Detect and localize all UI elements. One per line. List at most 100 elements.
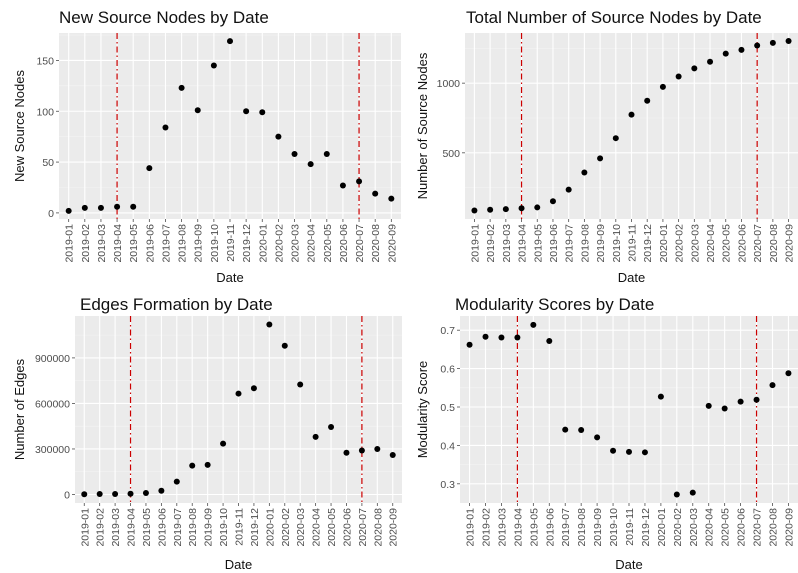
data-point: [112, 491, 119, 498]
y-tick-label: 0.3: [440, 479, 455, 491]
data-point: [328, 423, 335, 430]
data-point: [114, 203, 121, 210]
y-tick-label: 0.6: [440, 364, 455, 376]
y-tick-label: 150: [36, 55, 54, 67]
data-point: [389, 452, 396, 459]
data-point: [785, 370, 792, 377]
x-tick-label: 2020-06: [341, 508, 353, 547]
chart-title: Total Number of Source Nodes by Date: [466, 8, 762, 27]
data-point: [581, 169, 588, 176]
data-point: [659, 83, 666, 90]
x-axis-title: Date: [618, 270, 645, 285]
data-point: [189, 462, 196, 469]
y-tick-label: 1000: [437, 78, 461, 90]
x-tick-label: 2019-05: [128, 224, 140, 263]
y-tick-label: 0.7: [440, 325, 455, 337]
x-tick-label: 2020-01: [658, 224, 670, 263]
x-tick-label: 2020-06: [736, 508, 748, 547]
data-point: [127, 490, 134, 497]
x-tick-label: 2019-10: [611, 224, 623, 263]
data-point: [594, 434, 601, 441]
x-tick-label: 2019-08: [177, 224, 189, 263]
x-tick-label: 2019-10: [218, 508, 230, 547]
data-point: [769, 39, 776, 46]
x-tick-label: 2020-02: [672, 508, 684, 547]
data-point: [343, 449, 350, 456]
y-axis-title: Number of Edges: [12, 358, 27, 460]
data-point: [498, 334, 505, 341]
data-point: [388, 195, 395, 202]
x-tick-label: 2019-12: [642, 224, 654, 263]
data-point: [235, 390, 242, 397]
x-tick-label: 2020-09: [783, 508, 795, 547]
x-tick-label: 2020-07: [357, 508, 369, 547]
x-tick-label: 2020-05: [326, 508, 338, 547]
y-axis-title: New Source Nodes: [12, 70, 27, 182]
x-tick-label: 2019-06: [144, 224, 156, 263]
data-point: [259, 109, 266, 116]
data-point: [721, 405, 728, 412]
x-tick-label: 2019-05: [141, 508, 153, 547]
x-tick-label: 2019-11: [225, 224, 237, 262]
data-point: [307, 161, 314, 168]
x-tick-label: 2019-10: [209, 224, 221, 263]
x-tick-label: 2019-10: [608, 508, 620, 547]
data-point: [534, 204, 541, 211]
chart-title: Modularity Scores by Date: [455, 295, 654, 314]
data-point: [482, 333, 489, 340]
data-point: [514, 334, 521, 341]
data-point: [130, 203, 137, 210]
x-tick-label: 2019-09: [193, 224, 205, 263]
x-tick-label: 2019-09: [203, 508, 215, 547]
data-point: [158, 487, 165, 494]
x-tick-label: 2020-01: [656, 508, 668, 547]
panel-3: 0 300000 600000 900000 2019-01 2019-02 2019-03…: [12, 295, 402, 572]
x-tick-label: 2019-02: [481, 508, 493, 547]
y-tick-label: 900000: [35, 353, 70, 365]
x-tick-label: 2020-07: [752, 508, 764, 547]
panel-1: 0 50 100 150 2019-01 2019-02 2019-03 2019-04 201…: [12, 8, 401, 285]
data-point: [597, 155, 604, 162]
data-point: [641, 449, 648, 456]
x-tick-label: 2019-06: [544, 508, 556, 547]
data-point: [530, 321, 537, 328]
x-tick-label: 2019-07: [560, 508, 572, 547]
data-point: [754, 42, 761, 49]
x-tick-label: 2020-05: [720, 508, 732, 547]
x-tick-label: 2019-08: [187, 508, 199, 547]
x-tick-label: 2019-03: [501, 224, 513, 263]
x-tick-label: 2019-05: [528, 508, 540, 547]
x-tick-label: 2019-02: [95, 508, 107, 547]
x-tick-label: 2019-03: [110, 508, 122, 547]
data-point: [549, 198, 556, 205]
x-tick-label: 2019-12: [640, 508, 652, 547]
x-tick-label: 2020-07: [354, 224, 366, 263]
data-point: [250, 385, 257, 392]
x-tick-label: 2020-03: [689, 224, 701, 263]
x-tick-label: 2019-06: [548, 224, 560, 263]
x-tick-label: 2019-09: [595, 224, 607, 263]
data-point: [737, 398, 744, 405]
chart-title: New Source Nodes by Date: [59, 8, 269, 27]
data-point: [546, 337, 553, 344]
x-tick-label: 2019-11: [234, 508, 246, 546]
x-tick-label: 2019-04: [517, 224, 529, 263]
data-point: [707, 58, 714, 65]
x-tick-label: 2020-08: [767, 508, 779, 547]
x-tick-label: 2019-11: [624, 508, 636, 546]
data-point: [691, 65, 698, 72]
x-tick-label: 2019-07: [160, 224, 172, 263]
data-point: [657, 393, 664, 400]
data-point: [142, 489, 149, 496]
x-tick-label: 2019-01: [465, 508, 477, 547]
chart-title: Edges Formation by Date: [80, 295, 273, 314]
x-tick-label: 2019-01: [79, 508, 91, 547]
x-tick-label: 2020-05: [322, 224, 334, 263]
x-tick-label: 2019-05: [532, 224, 544, 263]
x-tick-label: 2020-08: [372, 508, 384, 547]
data-point: [466, 341, 473, 348]
data-point: [162, 124, 169, 131]
data-point: [210, 62, 217, 69]
data-point: [578, 427, 585, 434]
